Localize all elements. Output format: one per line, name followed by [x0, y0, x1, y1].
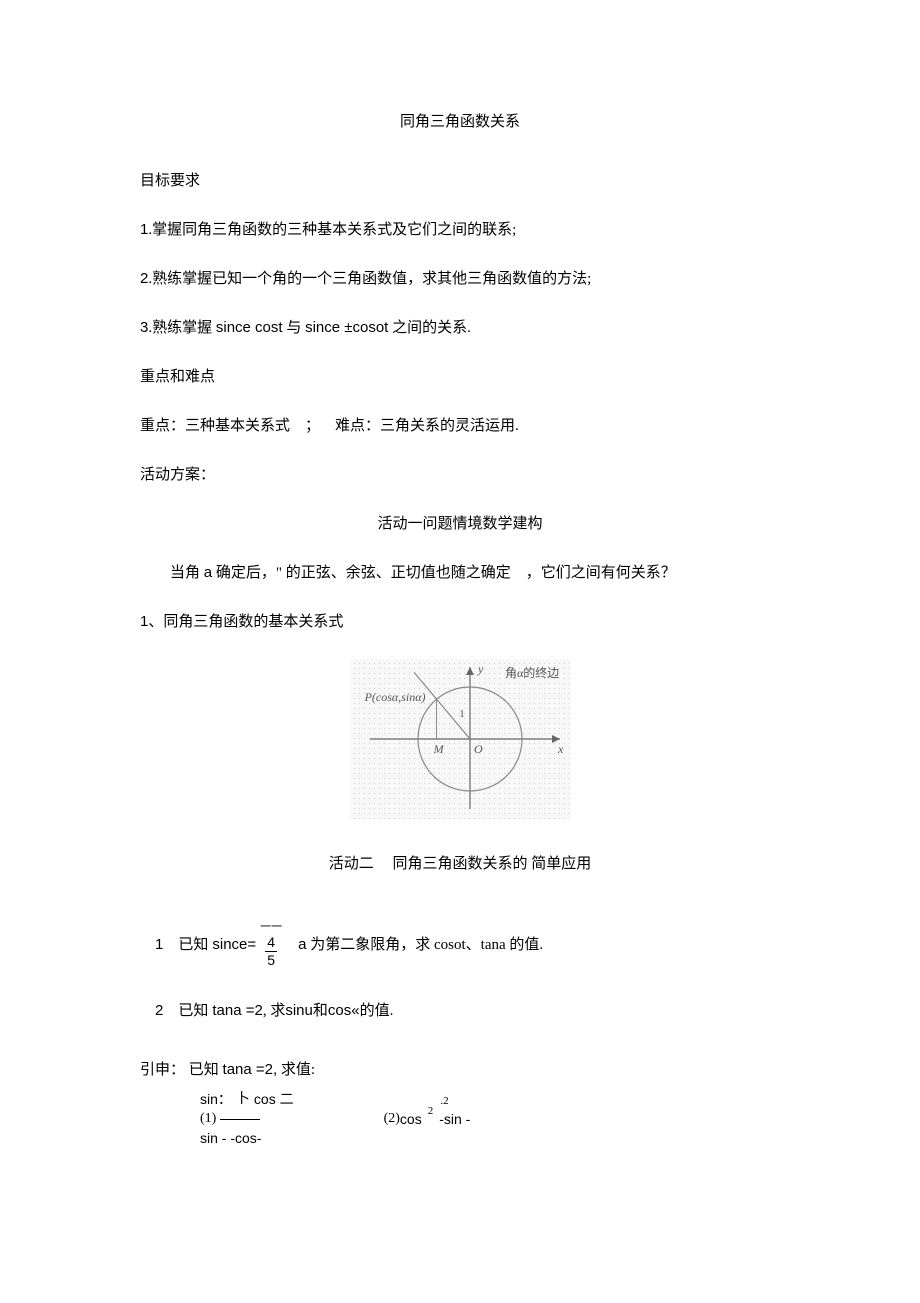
f2-sup2: .2 — [440, 1095, 448, 1108]
ex2-sinu: sinu — [285, 999, 313, 1023]
f1-b: 卜 — [236, 1090, 250, 1110]
ex1-sin: since — [212, 933, 247, 957]
goal-3-pre: .熟练掌握 — [148, 320, 216, 336]
goal-1: 1.掌握同角三角函数的三种基本关系式及它们之间的联系; — [140, 218, 780, 242]
goal-2-text: .熟练掌握已知一个角的一个三角函数值，求其他三角函数值的方法; — [148, 271, 591, 287]
svg-text:P(cosα,sinα): P(cosα,sinα) — [364, 690, 426, 704]
document-title: 同角三角函数关系 — [140, 110, 780, 134]
prompt-1-a: a — [204, 564, 212, 581]
key-heading: 重点和难点 — [140, 365, 780, 389]
goal-3-s1: since cost — [216, 319, 283, 336]
goal-3-s2: since ±cosot — [305, 319, 388, 336]
ex2-and: 和 — [313, 999, 328, 1023]
f1-fraction-bar — [220, 1119, 260, 1120]
ex2-post: 的值. — [360, 999, 394, 1023]
f1-c: cos 二 — [254, 1090, 294, 1110]
goal-3-post: 之间的关系. — [388, 320, 471, 336]
ex2-cos: cos« — [328, 999, 360, 1023]
goal-2: 2.熟练掌握已知一个角的一个三角函数值，求其他三角函数值的方法; — [140, 267, 780, 291]
activity-2-heading: 活动二 同角三角函数关系的 简单应用 — [140, 852, 780, 876]
svg-text:角α的终边: 角α的终边 — [505, 665, 559, 680]
ex1-frac-bot: 5 — [267, 952, 275, 969]
ex1-num: 1 — [155, 933, 163, 957]
prompt-1: 当角 a 确定后，" 的正弦、余弦、正切值也随之确定 ，它们之间有何关系？ — [140, 561, 780, 585]
ext-pre: 已知 — [189, 1062, 223, 1078]
f2-cos: cos — [400, 1108, 422, 1130]
f1-line3: sin - -cos- — [200, 1129, 294, 1149]
ext-formulas: sin： 卜 cos 二 (1) sin - -cos- (2) cos 2 -… — [200, 1090, 780, 1149]
ext-label: 引申： — [140, 1062, 185, 1078]
f1-a: sin： — [200, 1090, 232, 1110]
example-1: 1 已知 since = 一一 4 5 a 为第二象限角，求 cosot、tan… — [155, 921, 780, 969]
item-1-text: 、同角三角函数的基本关系式 — [148, 614, 343, 630]
extension: 引申： 已知 tana =2, 求值: sin： 卜 cos 二 (1) sin… — [140, 1058, 780, 1149]
ex1-post: 为第二象限角，求 cosot、tana 的值. — [307, 937, 544, 953]
goal-1-text: .掌握同角三角函数的三种基本关系式及它们之间的联系; — [148, 222, 516, 238]
item-1: 1、同角三角函数的基本关系式 — [140, 610, 780, 634]
ex1-frac-top: 4 — [265, 934, 277, 952]
f2-sup2-group: .2 — [440, 1095, 448, 1124]
formula-1: sin： 卜 cos 二 (1) sin - -cos- — [200, 1090, 294, 1149]
unit-circle-svg: 角α的终边 P(cosα,sinα) M Ox y 1 — [350, 659, 570, 819]
prompt-1-post: 确定后，" 的正弦、余弦、正切值也随之确定 ，它们之间有何关系？ — [212, 565, 676, 581]
plan-heading: 活动方案： — [140, 463, 780, 487]
activity-1-heading: 活动一问题情境数学建构 — [140, 512, 780, 536]
goals-heading: 目标要求 — [140, 169, 780, 193]
unit-circle-diagram: 角α的终边 P(cosα,sinα) M Ox y 1 — [140, 659, 780, 827]
formula-2: (2) cos 2 -sin - .2 — [384, 1090, 455, 1149]
ex1-a: a — [298, 936, 306, 953]
svg-text:y: y — [477, 662, 484, 676]
svg-text:1: 1 — [459, 708, 465, 720]
svg-text:M: M — [433, 742, 445, 756]
ex2-num: 2 — [155, 999, 163, 1023]
ex1-frac-toptop: 一一 — [260, 921, 282, 934]
ext-tan: tana =2, — [223, 1061, 278, 1078]
f2-num: (2) — [384, 1108, 400, 1130]
prompt-1-pre: 当角 — [170, 565, 204, 581]
f1-num: (1) — [200, 1109, 216, 1129]
f2-sup1: 2 — [428, 1105, 434, 1118]
f2-sup1-group: 2 — [428, 1105, 434, 1134]
ex1-fraction: 一一 4 5 — [260, 921, 282, 969]
activity-2-post: 简单应用 — [528, 856, 592, 872]
ext-post: 求值: — [281, 1062, 315, 1078]
ex1-eq: = — [247, 933, 256, 957]
extension-line: 引申： 已知 tana =2, 求值: — [140, 1058, 780, 1082]
ex2-tan: tana =2 — [212, 999, 262, 1023]
ex2-mid: , 求 — [263, 999, 286, 1023]
activity-2-pre: 活动二 同角三角函数关系的 — [329, 856, 528, 872]
goal-3-mid: 与 — [283, 320, 306, 336]
goal-3: 3.熟练掌握 since cost 与 since ±cosot 之间的关系. — [140, 316, 780, 340]
key-text: 重点：三种基本关系式 ； 难点：三角关系的灵活运用. — [140, 414, 780, 438]
example-2: 2 已知 tana =2 , 求 sinu 和 cos« 的值. — [155, 999, 780, 1023]
ex1-pre: 已知 — [178, 933, 208, 957]
svg-text:x: x — [557, 742, 564, 756]
ex2-pre: 已知 — [178, 999, 208, 1023]
svg-text:O: O — [474, 742, 483, 756]
